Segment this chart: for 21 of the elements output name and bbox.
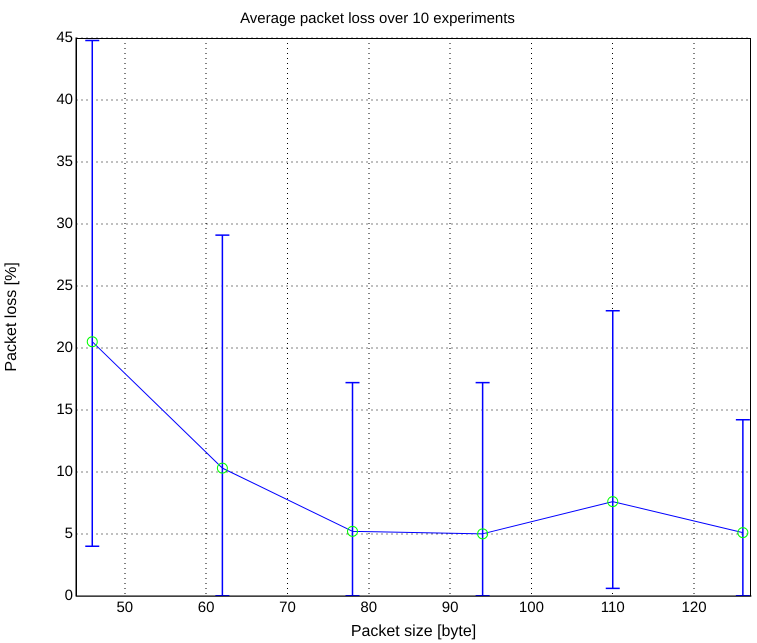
y-tick-label: 40: [56, 91, 73, 108]
y-tick-label: 10: [56, 462, 73, 480]
y-tick-label: 45: [56, 29, 73, 46]
x-tick-label: 90: [442, 598, 458, 616]
y-tick-label: 35: [56, 153, 73, 170]
x-tick-label: 120: [682, 598, 707, 616]
x-tick-label: 80: [360, 598, 378, 616]
y-tick-label: 15: [56, 401, 73, 418]
x-tick-label: 60: [198, 598, 214, 616]
x-axis-title: Packet size [byte]: [350, 622, 476, 640]
y-tick-label: 30: [56, 215, 73, 232]
y-tick-label: 25: [56, 277, 73, 294]
x-tick-label: 70: [279, 598, 296, 616]
y-tick-label: 20: [56, 339, 73, 356]
chart-title: Average packet loss over 10 experiments: [240, 10, 515, 28]
y-axis-title: Packet loss [%]: [3, 262, 20, 372]
x-tick-label: 50: [116, 598, 134, 616]
x-tick-label: 100: [518, 598, 544, 616]
y-tick-label: 5: [64, 524, 73, 542]
x-tick-label: 110: [600, 598, 625, 616]
y-tick-label: 0: [64, 586, 73, 604]
